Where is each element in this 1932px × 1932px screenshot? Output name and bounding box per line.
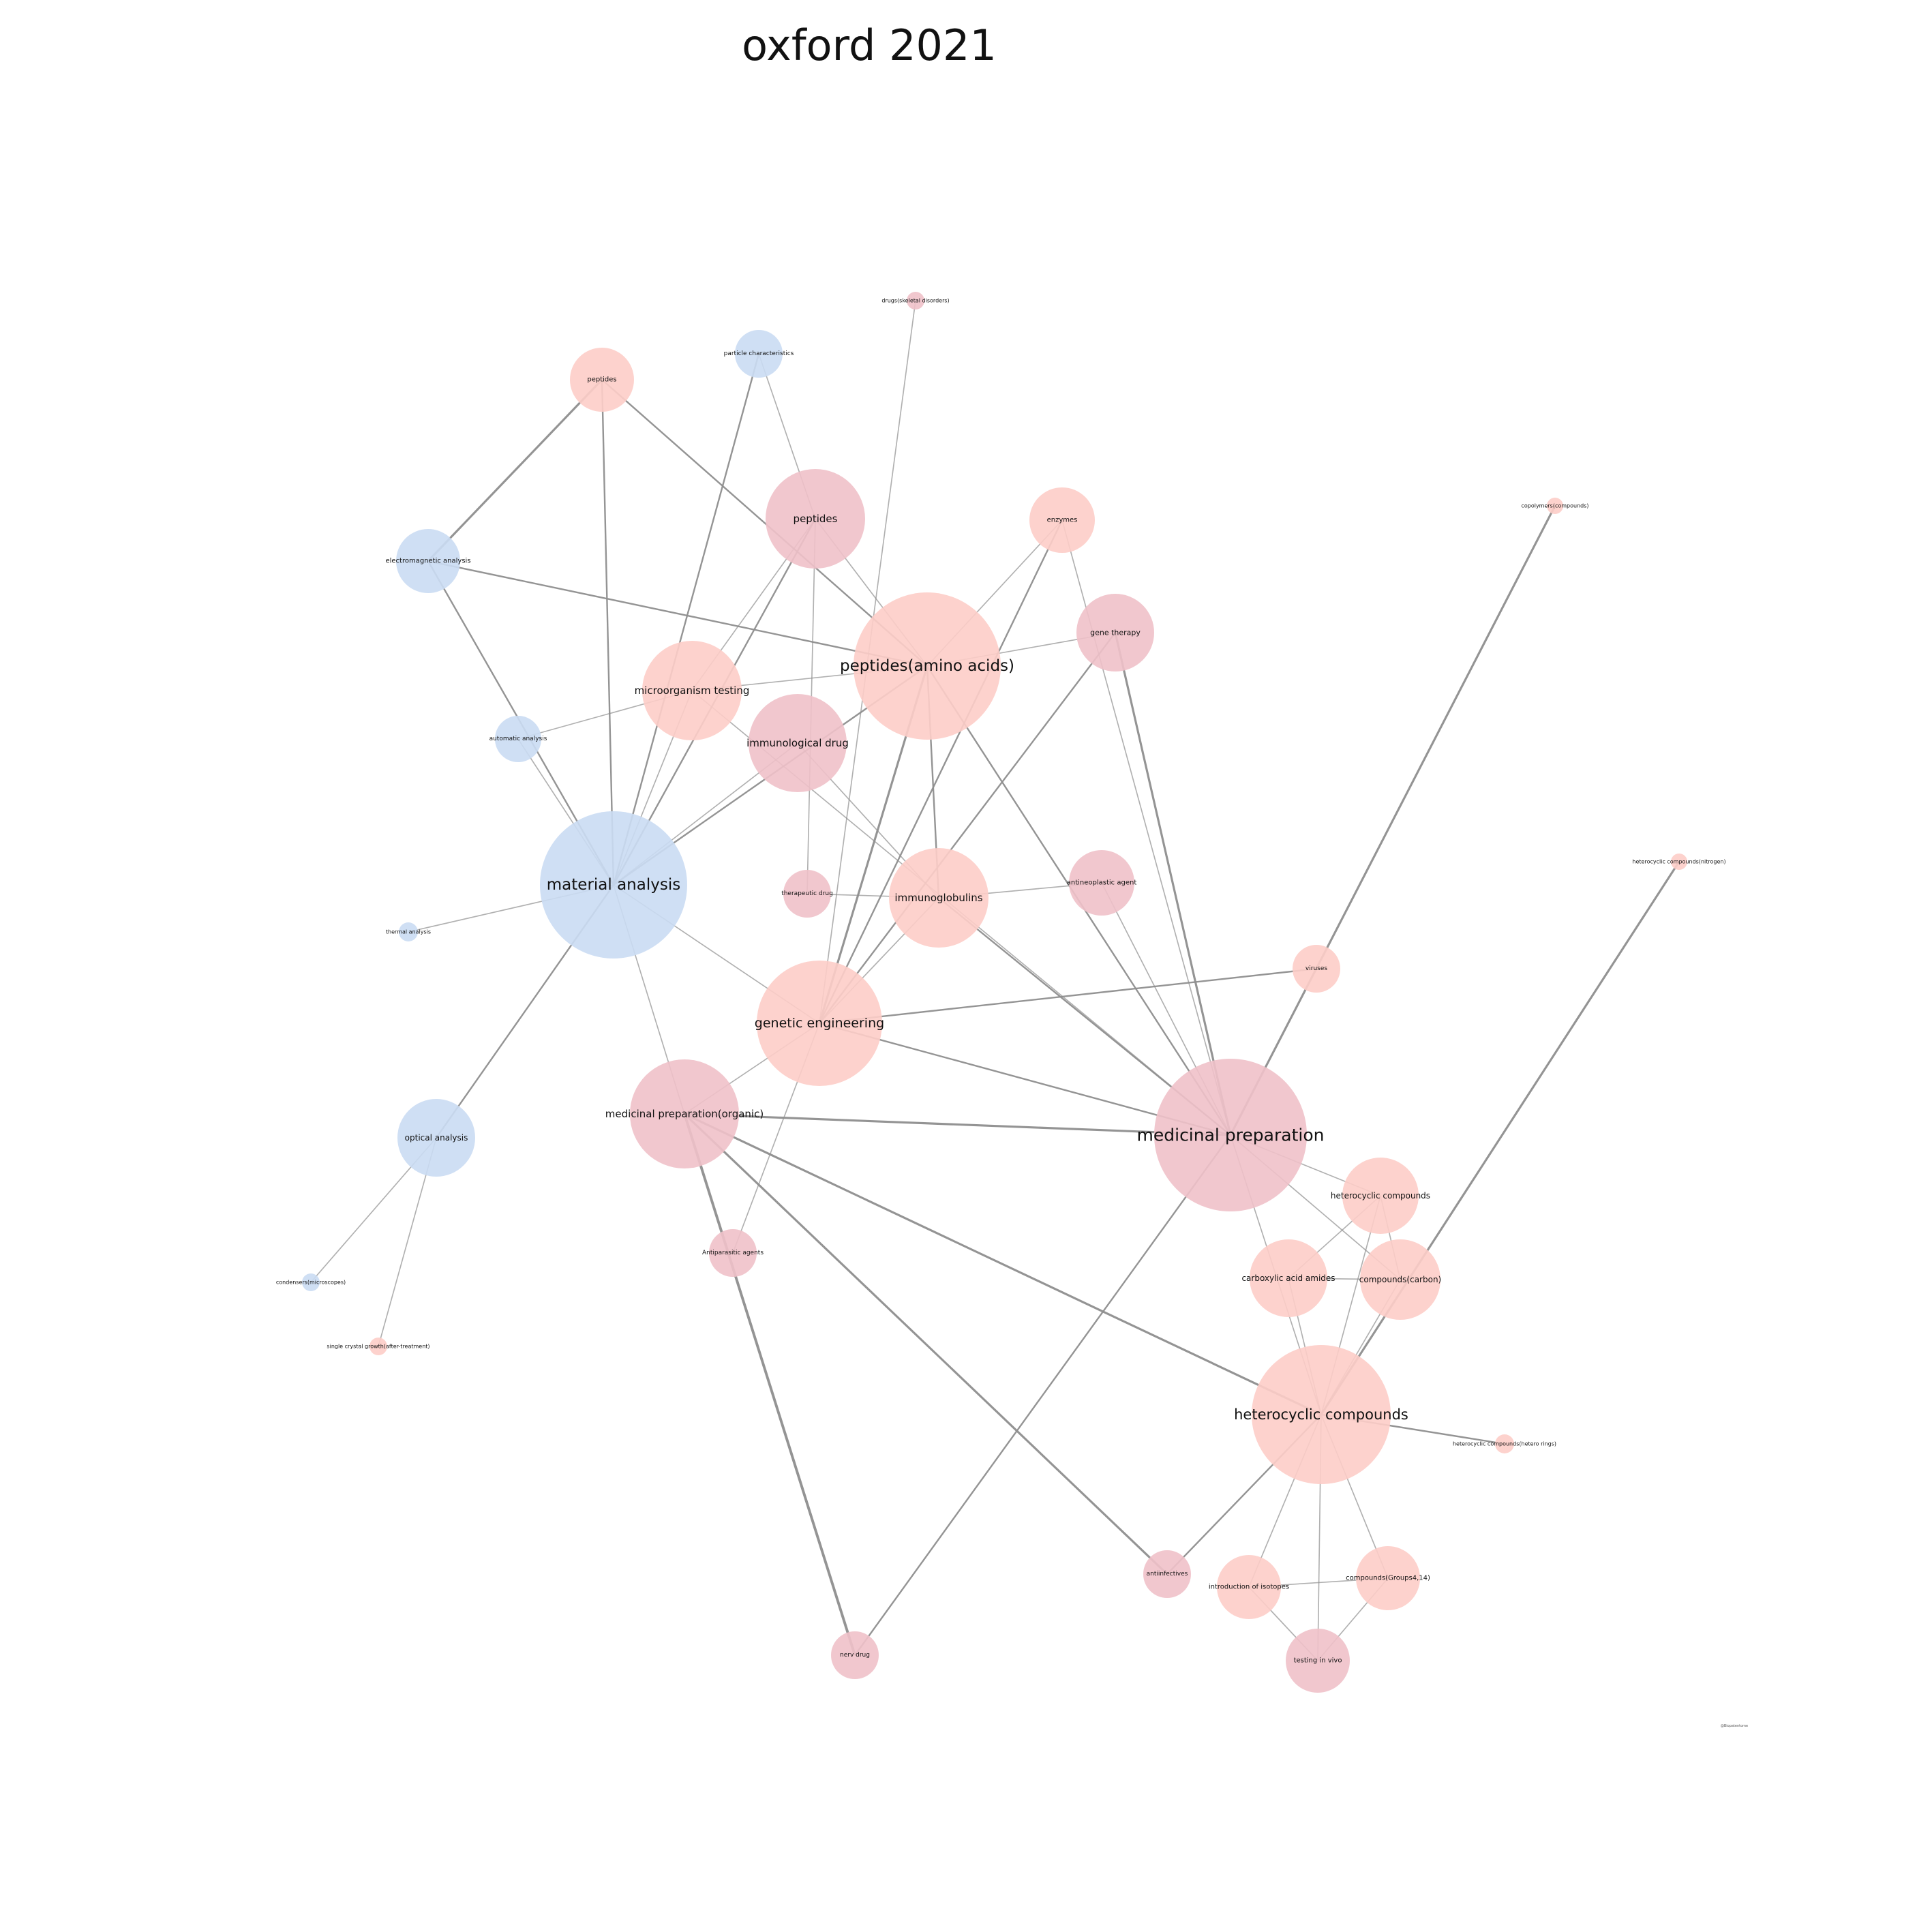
node-label-thermal-analysis: thermal analysis [386,929,431,935]
edge-material_analysis-particle_char [612,353,760,886]
node-particle-char[interactable] [735,330,783,378]
node-label-medicinal-prep: medicinal preparation [1137,1126,1325,1145]
node-genetic-eng[interactable] [757,961,882,1086]
node-label-nerv-drug: nerv drug [840,1652,870,1659]
node-medicinal-prep[interactable] [1154,1059,1307,1211]
node-peptides-salmon[interactable] [570,348,634,412]
credit-text: @Biopatentome [1721,1724,1748,1728]
node-peptides-pink[interactable] [766,469,865,569]
node-label-peptides-pink: peptides [794,513,838,525]
node-label-heterocyclic-main: heterocyclic compounds [1234,1406,1408,1423]
node-immunological-drug[interactable] [749,694,847,792]
edge-gene_therapy-medicinal_prep [1114,632,1232,1136]
edge-med_prep_organic-nerv_drug [683,1113,856,1656]
node-hetero-nitrogen[interactable] [1671,854,1687,870]
node-label-testing-in-vivo: testing in vivo [1294,1657,1342,1665]
node-label-med-prep-organic: medicinal preparation(organic) [605,1108,764,1120]
node-label-antineoplastic: antineoplastic agent [1067,879,1137,887]
edge-gene_therapy-genetic_eng [819,632,1116,1024]
node-heterocyclic-main[interactable] [1252,1345,1391,1484]
edge-med_prep_organic-medicinal_prep [684,1113,1231,1136]
node-label-peptides-salmon: peptides [587,376,616,384]
node-label-heterocyclic-small: heterocyclic compounds [1331,1191,1430,1201]
node-label-material-analysis: material analysis [547,876,680,894]
node-med-prep-organic[interactable] [630,1059,739,1168]
node-single-crystal[interactable] [369,1338,387,1355]
node-immunoglobulins[interactable] [889,848,988,948]
graph-title: oxford 2021 [742,20,997,70]
edge-medicinal_prep-copolymers [1229,505,1556,1136]
node-label-immunological-drug: immunological drug [746,737,849,749]
edge-electromagnetic-peptides_aa [427,560,928,667]
edge-med_prep_organic-antiinfectives [683,1113,1168,1575]
node-electromagnetic[interactable] [396,529,460,593]
node-microorganism-testing[interactable] [642,641,742,740]
node-antiparasitic[interactable] [709,1229,757,1277]
node-compounds-carbon[interactable] [1360,1239,1440,1320]
node-material-analysis[interactable] [540,811,687,959]
node-label-condensers: condensers(microscopes) [276,1280,346,1286]
node-label-particle-char: particle characteristics [724,350,794,357]
node-label-gene-therapy: gene therapy [1090,629,1141,637]
node-carboxylic[interactable] [1250,1239,1327,1317]
node-label-therapeutic-drug: therapeutic drug [781,890,833,897]
node-nerv-drug[interactable] [831,1631,879,1679]
node-antineoplastic[interactable] [1069,850,1134,916]
node-antiinfectives[interactable] [1143,1550,1191,1598]
node-intro-isotopes[interactable] [1217,1555,1281,1619]
node-therapeutic-drug[interactable] [783,870,831,918]
node-label-automatic-analysis: automatic analysis [489,736,547,742]
edge-med_prep_organic-heterocyclic_main [684,1113,1322,1416]
node-heterocyclic-small[interactable] [1342,1158,1419,1234]
node-hetero-rings[interactable] [1495,1434,1514,1453]
node-viruses[interactable] [1293,945,1340,993]
node-copolymers[interactable] [1547,498,1563,514]
node-testing-in-vivo[interactable] [1286,1629,1350,1693]
node-thermal-analysis[interactable] [399,922,418,941]
node-gene-therapy[interactable] [1076,594,1154,671]
edges-layer [310,300,1680,1661]
edge-peptides_salmon-electromagnetic [427,378,603,562]
node-label-intro-isotopes: introduction of isotopes [1209,1584,1289,1591]
node-label-immunoglobulins: immunoglobulins [894,892,982,904]
edge-heterocyclic_main-hetero_nitrogen [1320,861,1680,1415]
node-drugs-skeletal[interactable] [907,292,924,310]
node-label-electromagnetic: electromagnetic analysis [385,558,470,565]
node-enzymes[interactable] [1029,487,1095,553]
node-label-genetic-eng: genetic engineering [755,1016,884,1031]
node-optical-analysis[interactable] [397,1099,475,1177]
node-label-hetero-rings: heterocyclic compounds(hetero rings) [1453,1441,1556,1447]
node-automatic-analysis[interactable] [495,716,541,762]
node-label-antiinfectives: antiinfectives [1147,1571,1188,1578]
labels-layer: material analysis medicinal preparation pe… [276,298,1726,1665]
node-label-single-crystal: single crystal growth(after-treatment) [327,1344,429,1350]
node-label-viruses: viruses [1305,965,1327,972]
node-label-antiparasitic: Antiparasitic agents [702,1250,764,1256]
node-label-compounds-groups: compounds(Groups4,14) [1346,1575,1430,1582]
edge-genetic_eng-viruses [819,967,1317,1025]
node-label-drugs-skeletal: drugs(skeletal disorders) [881,298,949,304]
node-label-hetero-nitrogen: heterocyclic compounds(nitrogen) [1632,859,1725,865]
node-label-copolymers: copolymers(compounds) [1521,503,1588,509]
node-label-carboxylic: carboxylic acid amides [1241,1273,1335,1283]
node-label-optical-analysis: optical analysis [405,1133,468,1143]
edge-enzymes-genetic_eng [818,519,1063,1024]
edge-material_analysis-peptides_salmon [601,379,615,886]
node-label-peptides-aa: peptides(amino acids) [840,657,1014,675]
edge-medicinal_prep-nerv_drug [854,1134,1231,1656]
nodes-layer [302,292,1687,1693]
node-label-enzymes: enzymes [1047,517,1078,524]
node-condensers[interactable] [302,1273,320,1291]
node-compounds-groups[interactable] [1356,1546,1420,1610]
node-label-compounds-carbon: compounds(carbon) [1359,1275,1441,1284]
node-label-microorganism-testing: microorganism testing [635,684,750,697]
node-peptides-aa[interactable] [854,592,1001,740]
